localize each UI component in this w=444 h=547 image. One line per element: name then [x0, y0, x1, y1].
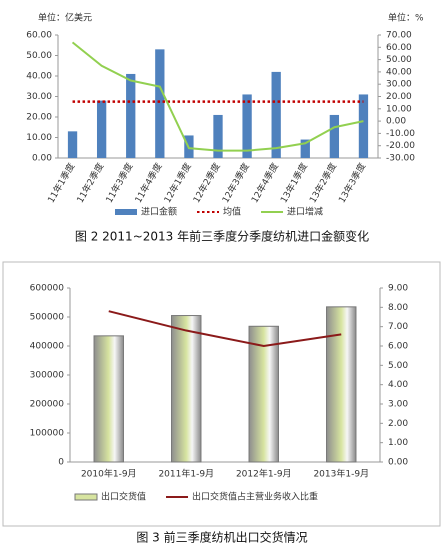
bar: [213, 114, 223, 158]
y-tick-label: 0.00: [32, 154, 52, 164]
y2-tick-label: 60.00: [386, 43, 412, 53]
unit-label: 单位：%: [388, 12, 424, 24]
bar: [326, 306, 357, 463]
bar: [126, 73, 136, 158]
line-series: [71, 41, 364, 152]
bar: [329, 114, 340, 158]
y2-tick-label: 0.00: [386, 117, 406, 127]
legend-label: 出口交货值占主营业务收入比重: [192, 491, 318, 503]
x-tick-label: 2011年1-9月: [158, 468, 214, 480]
y2-tick-label: 30.00: [386, 80, 412, 90]
y2-tick-label: 7.00: [388, 322, 408, 332]
unit-label: 单位：亿美元: [38, 12, 92, 24]
x-tick-label: 2010年1-9月: [81, 468, 137, 480]
caption: 图 3 前三季度纺机出口交货情况: [136, 530, 307, 545]
y2-tick-label: 2.00: [388, 419, 408, 429]
legend-label: 进口金额: [141, 206, 177, 218]
legend-swatch: [115, 209, 137, 215]
y-tick-label: 50.00: [26, 51, 52, 61]
y2-tick-label: 9.00: [388, 284, 408, 294]
y-tick-label: 400000: [30, 342, 65, 352]
bar: [300, 139, 310, 158]
y-tick-label: 20.00: [26, 113, 52, 123]
y-tick-label: 0: [58, 458, 64, 468]
y-tick-label: 30.00: [26, 92, 52, 102]
y2-tick-label: 4.00: [388, 380, 408, 390]
y2-tick-label: 8.00: [388, 303, 408, 313]
bar: [358, 94, 369, 158]
y2-tick-label: 0.00: [388, 458, 408, 468]
y-tick-label: 500000: [30, 313, 65, 323]
x-tick-label: 12年4季度: [248, 161, 280, 205]
y-tick-label: 600000: [30, 284, 65, 294]
y2-tick-label: -20.00: [386, 141, 415, 151]
y2-tick-label: 10.00: [386, 104, 412, 114]
y-tick-label: 10.00: [26, 133, 52, 143]
y2-tick-label: 20.00: [386, 92, 412, 102]
line-series: [108, 310, 342, 348]
legend-label: 进口增减: [287, 206, 323, 218]
bar: [171, 315, 202, 463]
y2-tick-label: 50.00: [386, 55, 412, 65]
bar: [155, 49, 165, 158]
bar: [271, 71, 281, 158]
x-tick-label: 2013年1-9月: [313, 468, 369, 480]
x-tick-label: 13年1季度: [278, 161, 310, 205]
x-tick-label: 11年1季度: [45, 161, 77, 205]
y2-tick-label: -10.00: [386, 129, 415, 139]
legend-label: 出口交货值: [101, 491, 146, 503]
x-tick-label: 2012年1-9月: [236, 468, 292, 480]
x-tick-label: 12年1季度: [161, 161, 193, 205]
x-tick-label: 13年2季度: [307, 161, 339, 205]
bar: [242, 94, 252, 158]
x-tick-label: 11年4季度: [132, 161, 164, 205]
y2-tick-label: 1.00: [388, 438, 408, 448]
bar: [96, 100, 107, 158]
y-tick-label: 40.00: [26, 72, 52, 82]
y2-tick-label: 5.00: [388, 361, 408, 371]
y2-tick-label: -30.00: [386, 154, 415, 164]
caption: 图 2 2011~2013 年前三季度分季度纺机进口金额变化: [75, 229, 369, 244]
legend-swatch: [74, 493, 98, 501]
x-tick-label: 12年2季度: [190, 161, 222, 205]
x-tick-label: 12年3季度: [219, 161, 251, 205]
y2-tick-label: 3.00: [388, 400, 408, 410]
y2-tick-label: 6.00: [388, 342, 408, 352]
y-tick-label: 300000: [30, 371, 65, 381]
x-tick-label: 11年3季度: [103, 161, 135, 205]
y-tick-label: 60.00: [26, 31, 52, 41]
bar: [93, 335, 124, 463]
y2-tick-label: 70.00: [386, 31, 412, 41]
x-tick-label: 11年2季度: [74, 161, 106, 205]
bar: [248, 325, 279, 463]
y-tick-label: 100000: [30, 429, 65, 439]
legend-label: 均值: [223, 206, 241, 218]
y2-tick-label: 40.00: [386, 67, 412, 77]
x-tick-label: 13年3季度: [336, 161, 368, 205]
chart-frame: [2, 261, 441, 527]
y-tick-label: 200000: [30, 400, 65, 410]
bar: [67, 131, 78, 158]
